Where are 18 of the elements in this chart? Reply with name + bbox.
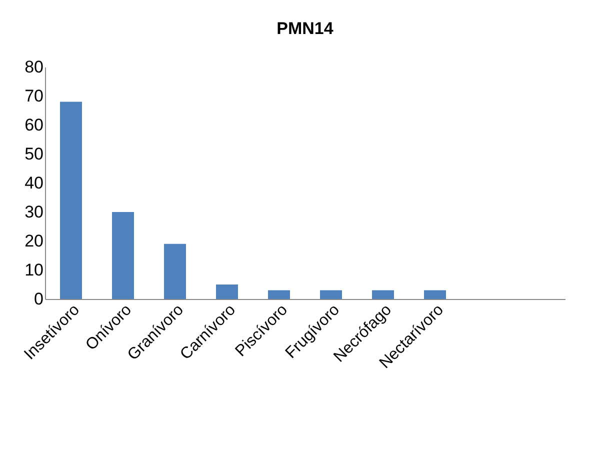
bar: [60, 102, 82, 299]
y-tick-label: 30: [24, 202, 44, 222]
bar: [268, 290, 290, 299]
y-tick-label: 70: [24, 86, 44, 106]
y-tick-label: 50: [24, 144, 44, 164]
y-tick-label: 40: [24, 174, 44, 192]
bar: [164, 244, 186, 299]
y-tick-label: 0: [34, 290, 44, 308]
bar: [112, 212, 134, 299]
y-tick-label: 80: [24, 58, 44, 76]
y-tick-label: 10: [24, 260, 44, 280]
chart-title: PMN14: [276, 19, 334, 38]
bar: [216, 284, 238, 299]
y-tick-label: 20: [24, 232, 44, 250]
bar: [320, 290, 342, 299]
bar: [424, 290, 446, 299]
y-tick-label: 60: [24, 116, 44, 134]
bar: [372, 290, 394, 299]
